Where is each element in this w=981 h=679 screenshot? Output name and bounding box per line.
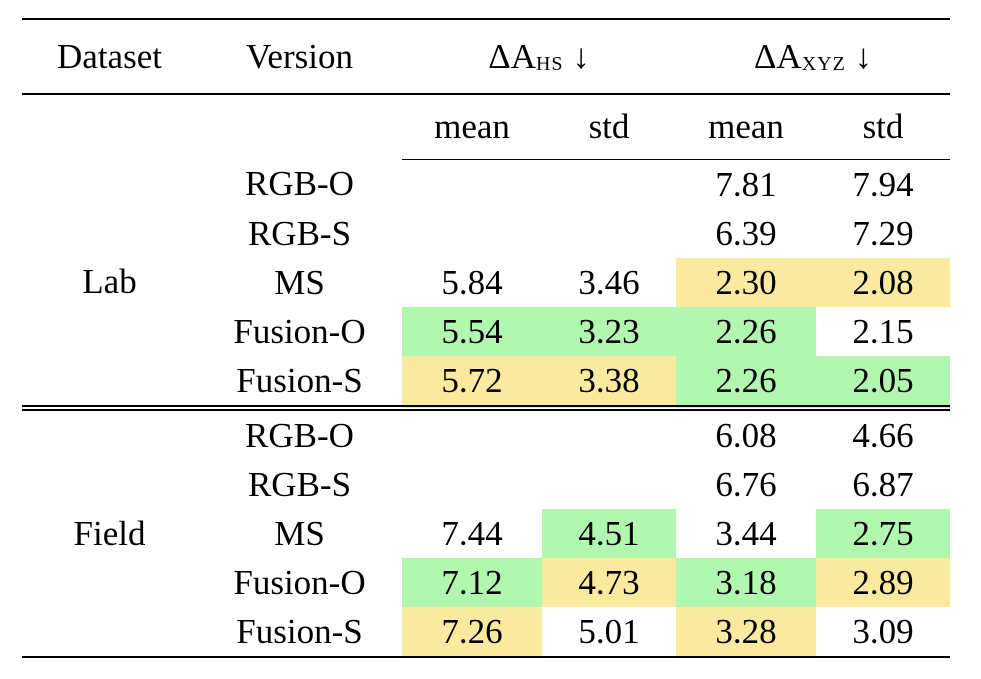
value-cell-xyz-mean: 7.81 [715,164,777,204]
value-cell-hs-std [542,209,676,258]
value-cell-hs-mean: 5.84 [441,262,503,302]
version-cell: Fusion-S [236,360,363,400]
version-cell: RGB-O [245,164,354,204]
value-cell-xyz-mean: 2.26 [676,307,816,356]
value-cell-xyz-mean: 6.76 [715,464,777,504]
value-cell-hs-mean: 5.54 [402,307,542,356]
subheader-hs-mean: mean [402,94,542,160]
value-cell-hs-mean: 7.26 [402,607,542,657]
subheader-hs-std: std [542,94,676,160]
value-cell-hs-std: 5.01 [578,611,640,651]
value-cell-xyz-std: 7.94 [852,164,914,204]
value-cell-xyz-mean: 2.26 [676,356,816,408]
subheader-empty [22,94,197,160]
value-cell-xyz-std: 2.05 [816,356,950,408]
version-cell: RGB-O [245,415,354,455]
value-cell-xyz-std: 6.87 [852,464,914,504]
subheader-empty [197,94,402,160]
version-cell: Fusion-S [236,611,363,651]
subheader-row: mean std mean std [22,94,950,160]
version-cell: MS [274,513,325,553]
value-cell-hs-mean [402,160,542,210]
header-row: Dataset Version ΔAHS ↓ ΔAXYZ ↓ [22,19,950,94]
value-cell-xyz-mean: 2.30 [676,258,816,307]
header-delta-a-hs: ΔAHS ↓ [488,36,590,76]
header-version: Version [246,36,353,76]
table-row: RGB-S 6.76 6.87 [22,460,950,509]
results-table-container: Dataset Version ΔAHS ↓ ΔAXYZ ↓ mean std me… [22,18,950,658]
value-cell-hs-mean: 7.44 [441,513,503,553]
value-cell-hs-mean: 5.72 [402,356,542,408]
subheader-xyz-std: std [816,94,950,160]
value-cell-hs-std [542,408,676,460]
value-cell-xyz-std: 7.29 [852,213,914,253]
value-cell-hs-std: 3.38 [542,356,676,408]
value-cell-hs-mean [402,460,542,509]
down-arrow-icon: ↓ [572,36,590,76]
header-dataset: Dataset [57,36,162,76]
dataset-label: Field [73,513,146,553]
table-row: Fusion-S 5.72 3.38 2.26 2.05 [22,356,950,408]
value-cell-xyz-std: 3.09 [852,611,914,651]
version-cell: MS [274,262,325,302]
value-cell-hs-std: 3.46 [578,262,640,302]
value-cell-xyz-mean: 3.44 [715,513,777,553]
value-cell-hs-std: 3.23 [542,307,676,356]
table-row: Lab RGB-O 7.81 7.94 [22,160,950,301]
down-arrow-icon: ↓ [854,36,873,76]
value-cell-hs-mean: 7.12 [402,558,542,607]
value-cell-xyz-mean: 3.18 [676,558,816,607]
header-delta-a-xyz: ΔAXYZ ↓ [753,36,873,76]
dataset-label: Lab [82,262,137,302]
value-cell-hs-std [542,460,676,509]
version-cell: Fusion-O [233,562,366,602]
value-cell-xyz-mean: 3.28 [676,607,816,657]
table-row: Fusion-S 7.26 5.01 3.28 3.09 [22,607,950,657]
table-row: RGB-S 6.39 7.29 [22,209,950,258]
value-cell-xyz-std: 2.75 [816,509,950,558]
value-cell-xyz-mean: 6.08 [715,415,777,455]
value-cell-xyz-std: 4.66 [852,415,914,455]
value-cell-xyz-std: 2.08 [816,258,950,307]
table-row: MS 5.84 3.46 2.30 2.08 [22,258,950,307]
value-cell-hs-std: 4.51 [542,509,676,558]
value-cell-hs-std: 4.73 [542,558,676,607]
version-cell: RGB-S [247,464,352,504]
value-cell-xyz-mean: 6.39 [715,213,777,253]
table-row: MS 7.44 4.51 3.44 2.75 [22,509,950,558]
value-cell-hs-mean [402,408,542,460]
table-row: Field RGB-O 6.08 4.66 [22,408,950,553]
table-row: Fusion-O 7.12 4.73 3.18 2.89 [22,558,950,607]
value-cell-xyz-std: 2.89 [816,558,950,607]
subheader-xyz-mean: mean [676,94,816,160]
results-table: Dataset Version ΔAHS ↓ ΔAXYZ ↓ mean std me… [22,18,950,658]
value-cell-xyz-std: 2.15 [852,311,914,351]
version-cell: Fusion-O [233,311,366,351]
version-cell: RGB-S [247,213,352,253]
table-row: Fusion-O 5.54 3.23 2.26 2.15 [22,307,950,356]
value-cell-hs-mean [402,209,542,258]
value-cell-hs-std [542,160,676,210]
